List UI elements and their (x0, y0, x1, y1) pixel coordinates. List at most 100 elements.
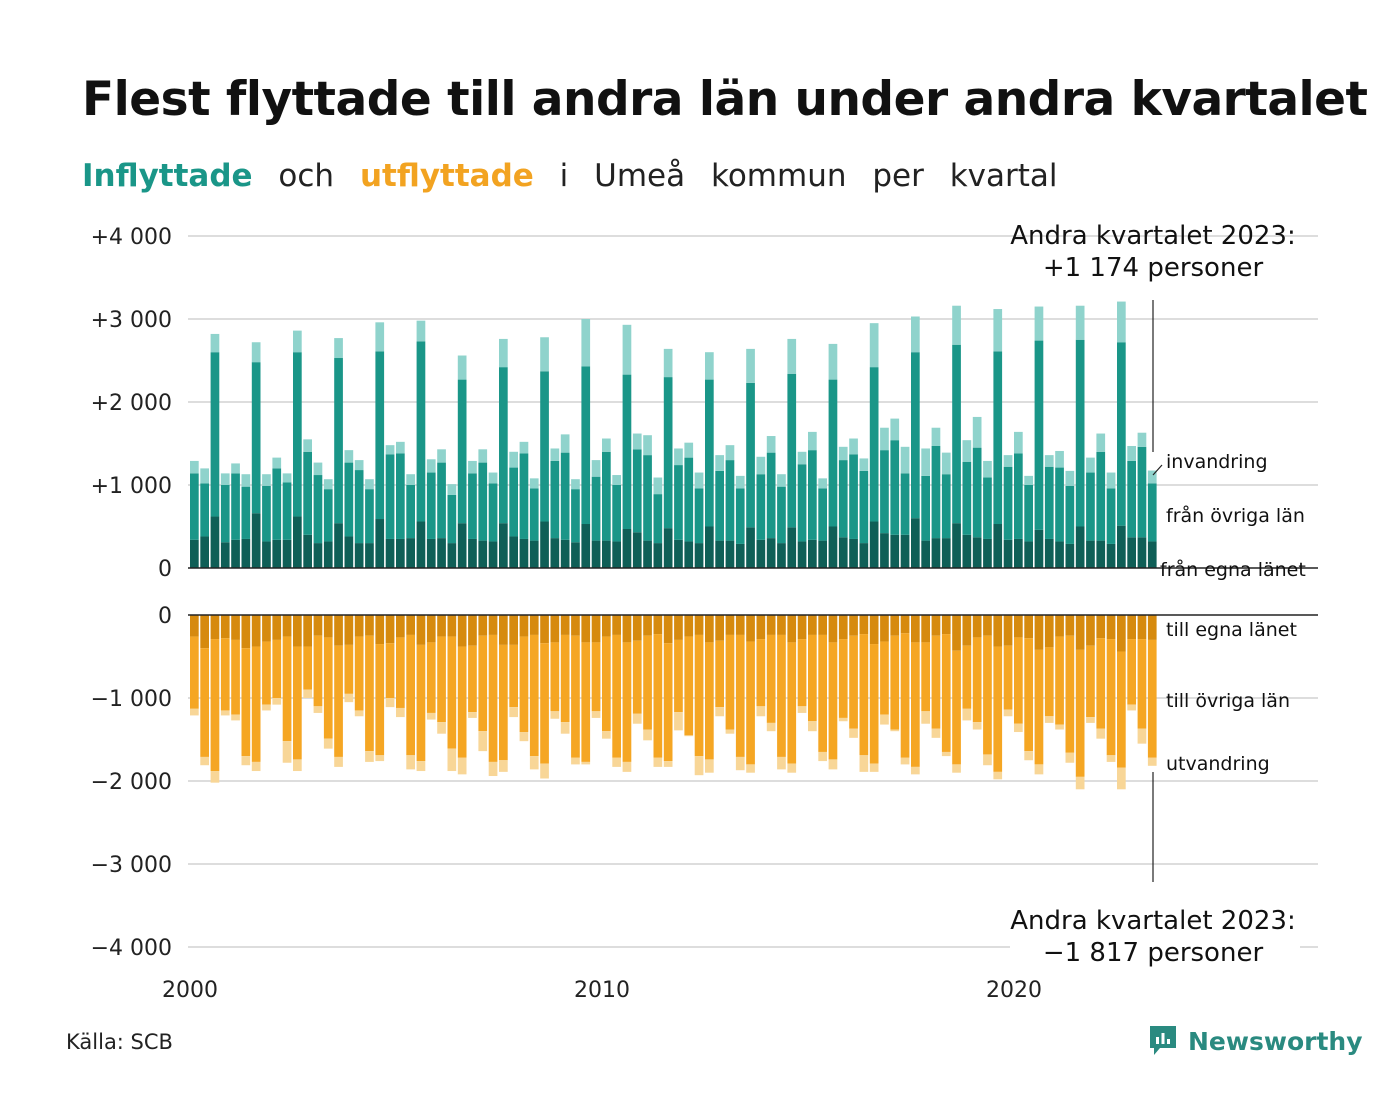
bar-in-immigration (859, 458, 869, 471)
bar-out-other (859, 634, 869, 756)
bar-in-other (962, 461, 972, 535)
bar-out-other (323, 637, 333, 739)
bar-in-other (262, 485, 271, 542)
bar-out-own (406, 615, 415, 635)
bar-out-other (1075, 649, 1085, 777)
bar-in-own (540, 521, 549, 568)
bar-out-own (1106, 615, 1116, 640)
bar-in-other (251, 362, 261, 514)
bar-out-own (499, 615, 508, 645)
bar-out-other (200, 648, 209, 757)
bar-out-own (1065, 615, 1075, 636)
bar-in-immigration (334, 338, 343, 359)
bar-out-emigration (1147, 757, 1157, 766)
bar-in-immigration (354, 460, 364, 471)
bar-out-other (972, 637, 982, 723)
bar-out-other (911, 642, 920, 767)
bar-out-own (1096, 615, 1106, 639)
bar-out-other (385, 643, 395, 698)
bar-in-other (354, 470, 364, 544)
bar-out-emigration (602, 731, 611, 739)
bar-in-own (766, 538, 776, 568)
bar-out-own (715, 615, 724, 641)
bar-in-own (1024, 541, 1033, 568)
bar-out-own (478, 615, 488, 636)
bar-in-immigration (632, 433, 642, 450)
bar-out-other (313, 635, 323, 707)
bar-out-own (231, 615, 240, 640)
bar-in-immigration (1055, 450, 1064, 468)
bar-out-own (282, 615, 292, 637)
bar-out-emigration (334, 756, 343, 767)
bar-in-other (272, 468, 282, 540)
subtitle-umea: Umeå (594, 158, 686, 194)
bar-in-immigration (756, 456, 766, 475)
bar-in-other (1106, 488, 1116, 544)
bar-in-other (849, 454, 858, 539)
bar-in-own (1055, 541, 1064, 568)
bar-in-other (797, 464, 807, 542)
bar-in-immigration (674, 448, 683, 466)
bar-in-own (818, 540, 827, 568)
bar-out-emigration (1065, 752, 1075, 763)
y-tick-bottom: −4 000 (91, 936, 172, 961)
bar-out-emigration (354, 710, 364, 717)
bar-in-own (282, 539, 292, 568)
bar-out-other (540, 643, 549, 764)
bar-out-other (1137, 639, 1147, 729)
bar-out-other (1014, 637, 1023, 724)
bar-in-immigration (1003, 455, 1013, 467)
bar-in-immigration (1024, 475, 1033, 485)
bar-out-own (622, 615, 632, 643)
bar-in-other (643, 455, 652, 541)
bar-in-other (653, 494, 663, 544)
bar-in-other (581, 366, 591, 525)
bar-in-own (519, 538, 529, 568)
bar-in-own (571, 542, 580, 568)
bar-out-own (602, 615, 611, 637)
bar-in-own (385, 538, 395, 568)
bar-out-own (869, 615, 879, 645)
bar-in-other (1034, 340, 1044, 530)
bar-out-own (334, 615, 343, 646)
bar-in-own (1127, 537, 1136, 568)
bar-out-own (375, 615, 385, 645)
bar-out-other (344, 644, 354, 694)
bar-in-other (746, 382, 755, 528)
bar-in-own (365, 543, 374, 568)
bar-in-other (705, 379, 714, 527)
bar-in-own (1147, 541, 1157, 568)
bar-in-own (674, 539, 683, 568)
bar-out-other (705, 642, 714, 760)
bar-out-emigration (437, 722, 446, 734)
bar-out-own (447, 615, 457, 637)
bar-in-other (808, 450, 817, 540)
bar-in-own (406, 538, 415, 568)
bar-out-other (334, 645, 343, 757)
bar-in-other (756, 474, 766, 540)
bar-in-other (880, 450, 889, 534)
bar-in-other (983, 477, 992, 539)
bar-out-own (560, 615, 570, 635)
bar-in-immigration (375, 322, 385, 352)
bar-in-other (1014, 453, 1023, 539)
annotation-bottom-line1: Andra kvartalet 2023: (1010, 906, 1295, 936)
bar-in-own (447, 543, 457, 568)
bar-out-other (550, 642, 560, 712)
bar-in-other (323, 489, 333, 542)
bar-in-own (911, 518, 920, 568)
bar-out-other (797, 639, 807, 707)
bar-in-own (468, 538, 477, 568)
label-fran-ovriga-lan: från övriga län (1166, 504, 1305, 527)
bar-out-emigration (560, 722, 570, 734)
bar-out-emigration (787, 763, 797, 773)
bar-out-emigration (777, 756, 786, 770)
bar-in-own (705, 526, 714, 568)
bar-in-other (622, 374, 632, 529)
bar-out-other (426, 642, 436, 713)
bar-out-other (1086, 645, 1095, 718)
bar-in-other (1065, 485, 1075, 544)
bar-out-other (869, 644, 879, 764)
bar-out-other (241, 648, 251, 757)
bar-in-other (385, 454, 395, 539)
